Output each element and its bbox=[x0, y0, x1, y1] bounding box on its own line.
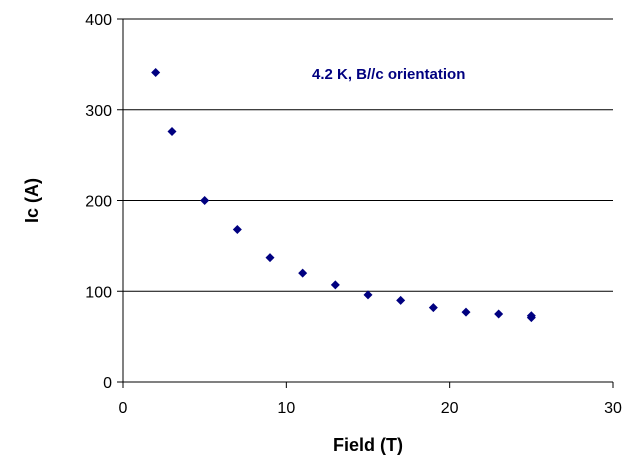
data-point bbox=[151, 68, 161, 78]
x-tick-label: 10 bbox=[277, 400, 295, 417]
y-tick-label: 0 bbox=[103, 375, 112, 392]
x-tick-label: 20 bbox=[441, 400, 459, 417]
gridlines bbox=[123, 18, 613, 292]
data-point bbox=[265, 253, 275, 263]
data-point bbox=[363, 290, 373, 300]
y-tick-label: 100 bbox=[85, 284, 112, 301]
x-tick-label: 0 bbox=[119, 400, 128, 417]
y-axis: 0 100 200 300 400 bbox=[85, 12, 123, 392]
y-tick-label: 400 bbox=[85, 12, 112, 29]
plot-area: 0 10 20 30 0 100 200 300 400 bbox=[85, 12, 622, 417]
data-point bbox=[200, 196, 210, 205]
data-point bbox=[526, 313, 536, 323]
data-point bbox=[298, 268, 308, 278]
y-axis-title: Ic (A) bbox=[22, 178, 42, 223]
y-tick-label: 200 bbox=[85, 194, 112, 211]
chart-annotation: 4.2 K, B//c orientation bbox=[312, 66, 465, 83]
y-tick-label: 300 bbox=[85, 103, 112, 120]
x-axis-title: Field (T) bbox=[333, 435, 403, 455]
x-axis: 0 10 20 30 bbox=[119, 382, 622, 417]
data-point bbox=[494, 309, 504, 319]
data-point bbox=[396, 295, 406, 305]
data-point bbox=[232, 225, 242, 235]
data-point bbox=[167, 127, 177, 137]
data-point bbox=[428, 303, 438, 313]
x-tick-label: 30 bbox=[604, 400, 622, 417]
data-points bbox=[151, 68, 536, 323]
data-point bbox=[461, 307, 471, 317]
data-point bbox=[330, 280, 340, 290]
